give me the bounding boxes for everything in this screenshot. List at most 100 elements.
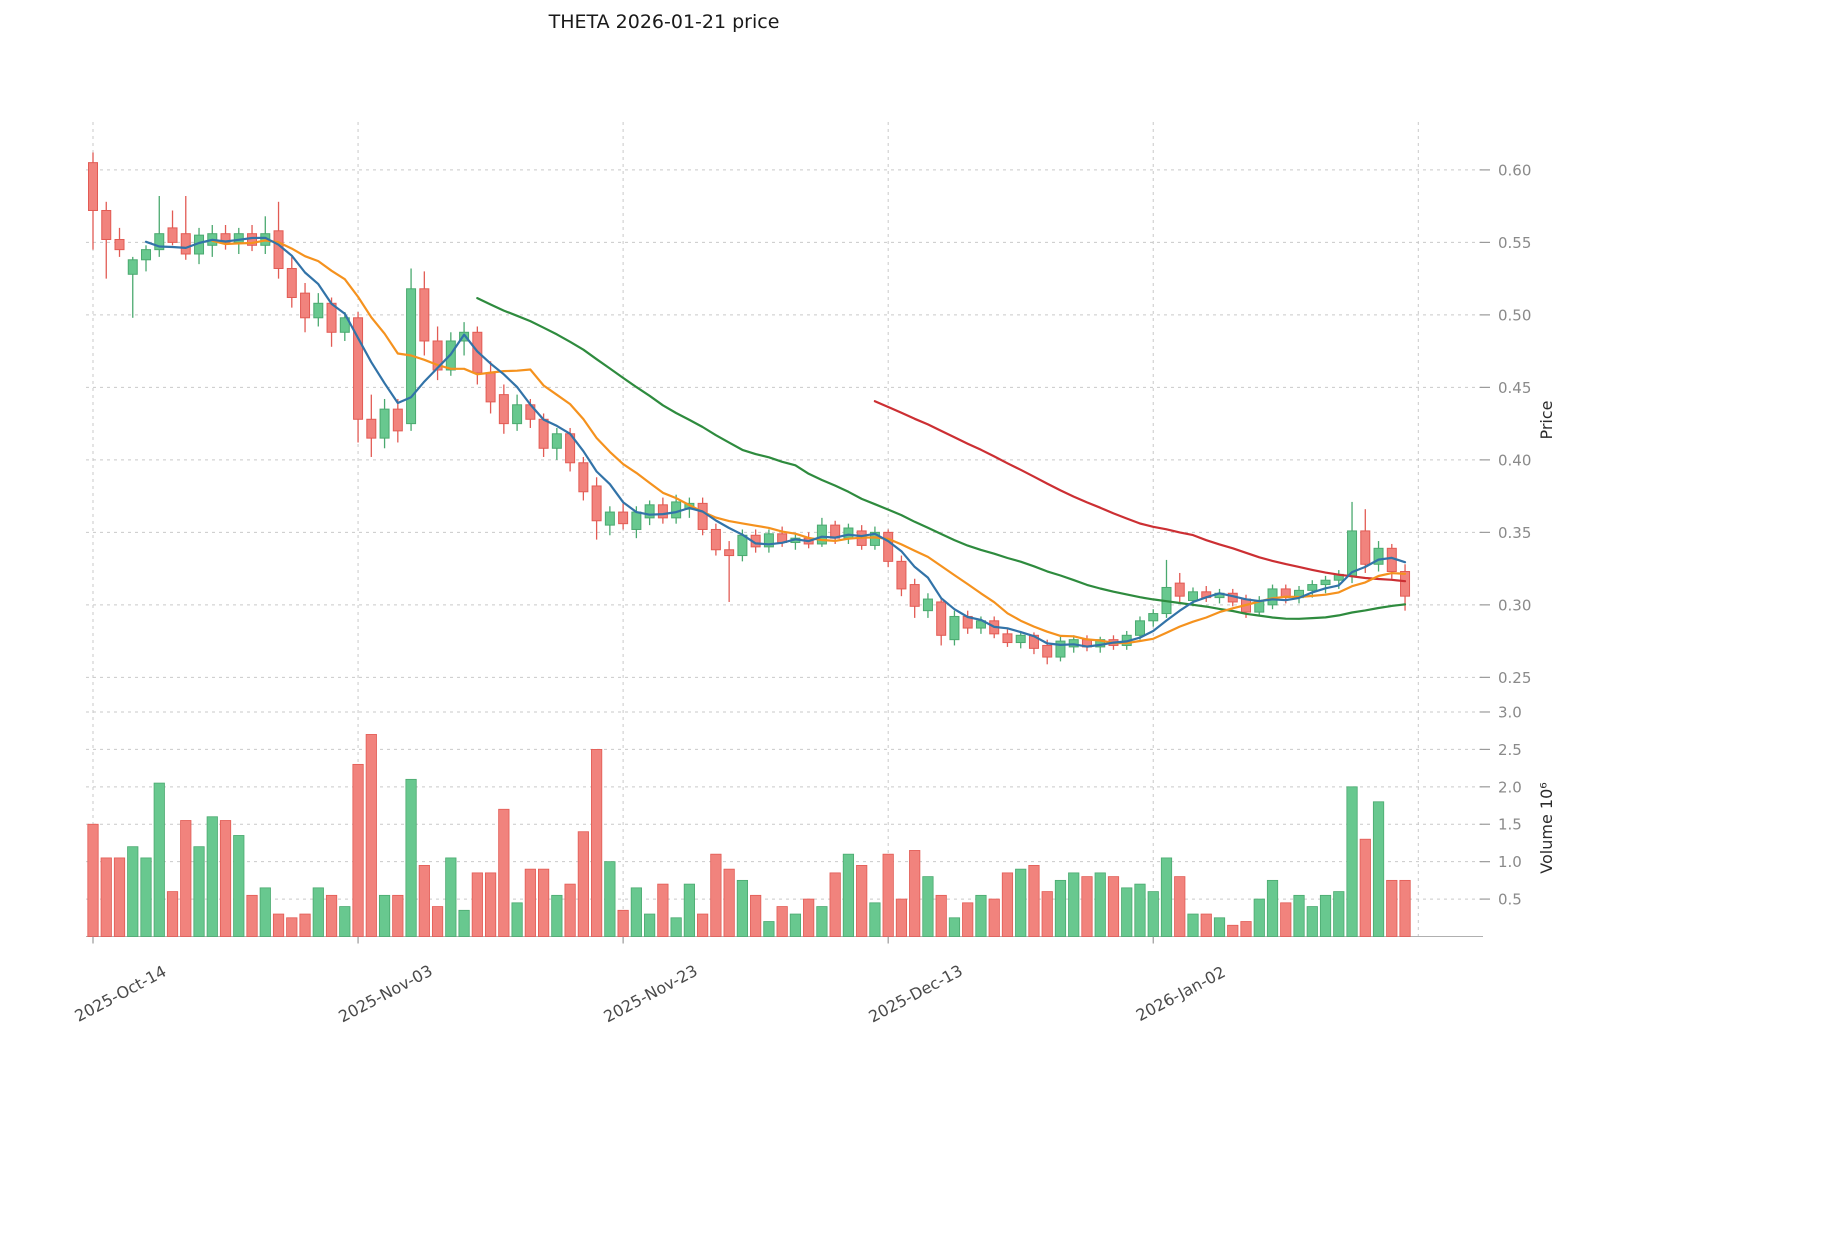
price-tick-label: 0.25 bbox=[1498, 669, 1531, 687]
candle-body bbox=[459, 331, 470, 342]
volume-bar bbox=[498, 808, 510, 937]
volume-bar bbox=[1319, 894, 1332, 937]
volume-bar bbox=[789, 913, 802, 937]
volume-bar bbox=[339, 906, 351, 937]
volume-bar bbox=[564, 883, 576, 937]
date-tick-label: 2025-Nov-03 bbox=[335, 961, 435, 1026]
candle-body bbox=[101, 209, 112, 240]
candle-body bbox=[353, 317, 364, 420]
candle-body bbox=[127, 259, 138, 275]
candle-body bbox=[618, 511, 629, 525]
volume-bar bbox=[484, 872, 497, 937]
volume-bar bbox=[1147, 891, 1159, 937]
volume-bar bbox=[975, 894, 987, 937]
volume-bar bbox=[591, 749, 603, 937]
volume-bar bbox=[736, 879, 748, 937]
candle-body bbox=[644, 504, 655, 519]
volume-bar bbox=[392, 894, 404, 937]
price-tick-label: 0.60 bbox=[1498, 161, 1531, 179]
volume-bar bbox=[471, 872, 483, 937]
volume-bar bbox=[538, 868, 550, 937]
candle-body bbox=[1002, 633, 1013, 644]
volume-bar bbox=[882, 853, 894, 937]
volume-tick-label: 1.5 bbox=[1498, 816, 1522, 834]
volume-bar bbox=[1227, 924, 1239, 937]
chart-title: THETA 2026-01-21 price bbox=[548, 11, 780, 33]
candle-body bbox=[816, 524, 827, 545]
candle-body bbox=[167, 227, 178, 243]
volume-bar bbox=[697, 913, 709, 937]
candle-body bbox=[154, 233, 165, 251]
candle-body bbox=[631, 511, 642, 530]
volume-bar bbox=[617, 909, 629, 937]
sma10-line bbox=[211, 239, 1407, 645]
volume-bar bbox=[630, 887, 642, 937]
candle-body bbox=[88, 162, 98, 211]
volume-bar bbox=[1346, 786, 1358, 937]
volume-bar bbox=[1240, 921, 1252, 937]
volume-bar bbox=[935, 894, 947, 937]
volume-bar bbox=[670, 917, 682, 937]
volume-bar bbox=[1160, 857, 1173, 937]
candle-body bbox=[936, 601, 947, 636]
price-tick-label: 0.35 bbox=[1498, 524, 1531, 542]
candle-body bbox=[114, 238, 125, 251]
volume-bar bbox=[140, 857, 152, 937]
volume-bar bbox=[856, 865, 868, 937]
volume-bar bbox=[657, 883, 669, 937]
candle-body bbox=[339, 317, 350, 333]
volume-bar bbox=[378, 894, 391, 937]
volume-bar bbox=[683, 883, 695, 937]
volume-tick-label: 2.5 bbox=[1498, 741, 1522, 759]
volume-bar bbox=[1068, 872, 1080, 937]
volume-bar bbox=[1001, 872, 1014, 937]
date-tick-label: 2025-Dec-13 bbox=[865, 961, 965, 1026]
volume-bar bbox=[723, 868, 735, 937]
volume-bar bbox=[1359, 838, 1371, 937]
volume-bar bbox=[816, 906, 828, 937]
candle-body bbox=[286, 267, 297, 298]
candle-body bbox=[896, 560, 907, 590]
volume-bar bbox=[113, 857, 126, 937]
volume-bar bbox=[445, 857, 457, 937]
volume-bar bbox=[1015, 868, 1027, 937]
volume-bar bbox=[312, 887, 324, 937]
candle-body bbox=[366, 418, 377, 439]
volume-bar bbox=[1081, 876, 1093, 937]
date-tick-label: 2026-Jan-02 bbox=[1133, 962, 1229, 1025]
volume-bar bbox=[325, 894, 338, 937]
volume-bar bbox=[577, 831, 589, 937]
volume-bar bbox=[431, 906, 444, 937]
volume-bar bbox=[299, 913, 311, 937]
sma5-line bbox=[144, 236, 1407, 648]
candle-body bbox=[949, 615, 960, 641]
candle-body bbox=[883, 531, 894, 562]
volume-bar bbox=[259, 887, 271, 937]
candle-body bbox=[671, 501, 682, 519]
volume-bar bbox=[458, 909, 470, 937]
volume-bar bbox=[193, 846, 205, 937]
candle-body bbox=[498, 394, 509, 425]
volume-bar bbox=[87, 823, 99, 937]
candle-body bbox=[1055, 640, 1066, 658]
candle-body bbox=[604, 511, 615, 526]
volume-bar bbox=[405, 778, 417, 937]
candle-body bbox=[432, 340, 443, 371]
volume-bar bbox=[1372, 801, 1385, 937]
volume-bar bbox=[365, 734, 377, 937]
volume-bar bbox=[551, 894, 563, 937]
volume-bar bbox=[962, 902, 974, 937]
volume-bar bbox=[1028, 865, 1040, 937]
price-tick-label: 0.55 bbox=[1498, 234, 1531, 252]
price-tick-label: 0.50 bbox=[1498, 306, 1531, 324]
candle-body bbox=[300, 292, 311, 319]
volume-bar bbox=[233, 835, 245, 937]
candle-body bbox=[419, 288, 430, 342]
volume-bar bbox=[286, 917, 298, 937]
price-tick-label: 0.45 bbox=[1498, 379, 1531, 397]
volume-axis-label: Volume 10⁶ bbox=[1537, 782, 1556, 873]
volume-bars bbox=[87, 734, 1411, 937]
date-tick-label: 2025-Nov-23 bbox=[600, 961, 700, 1026]
price-tick-label: 0.30 bbox=[1498, 596, 1531, 614]
